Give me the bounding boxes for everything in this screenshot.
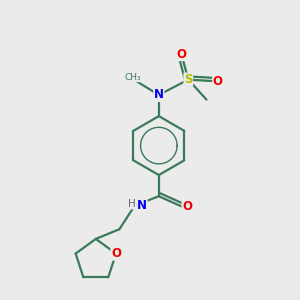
Text: O: O bbox=[177, 47, 187, 61]
Text: N: N bbox=[154, 88, 164, 101]
Text: O: O bbox=[111, 247, 121, 260]
Text: O: O bbox=[182, 200, 192, 213]
Text: CH₃: CH₃ bbox=[125, 73, 142, 82]
Text: O: O bbox=[213, 75, 223, 88]
Text: S: S bbox=[184, 73, 193, 86]
Text: N: N bbox=[137, 199, 147, 212]
Text: H: H bbox=[128, 199, 136, 209]
